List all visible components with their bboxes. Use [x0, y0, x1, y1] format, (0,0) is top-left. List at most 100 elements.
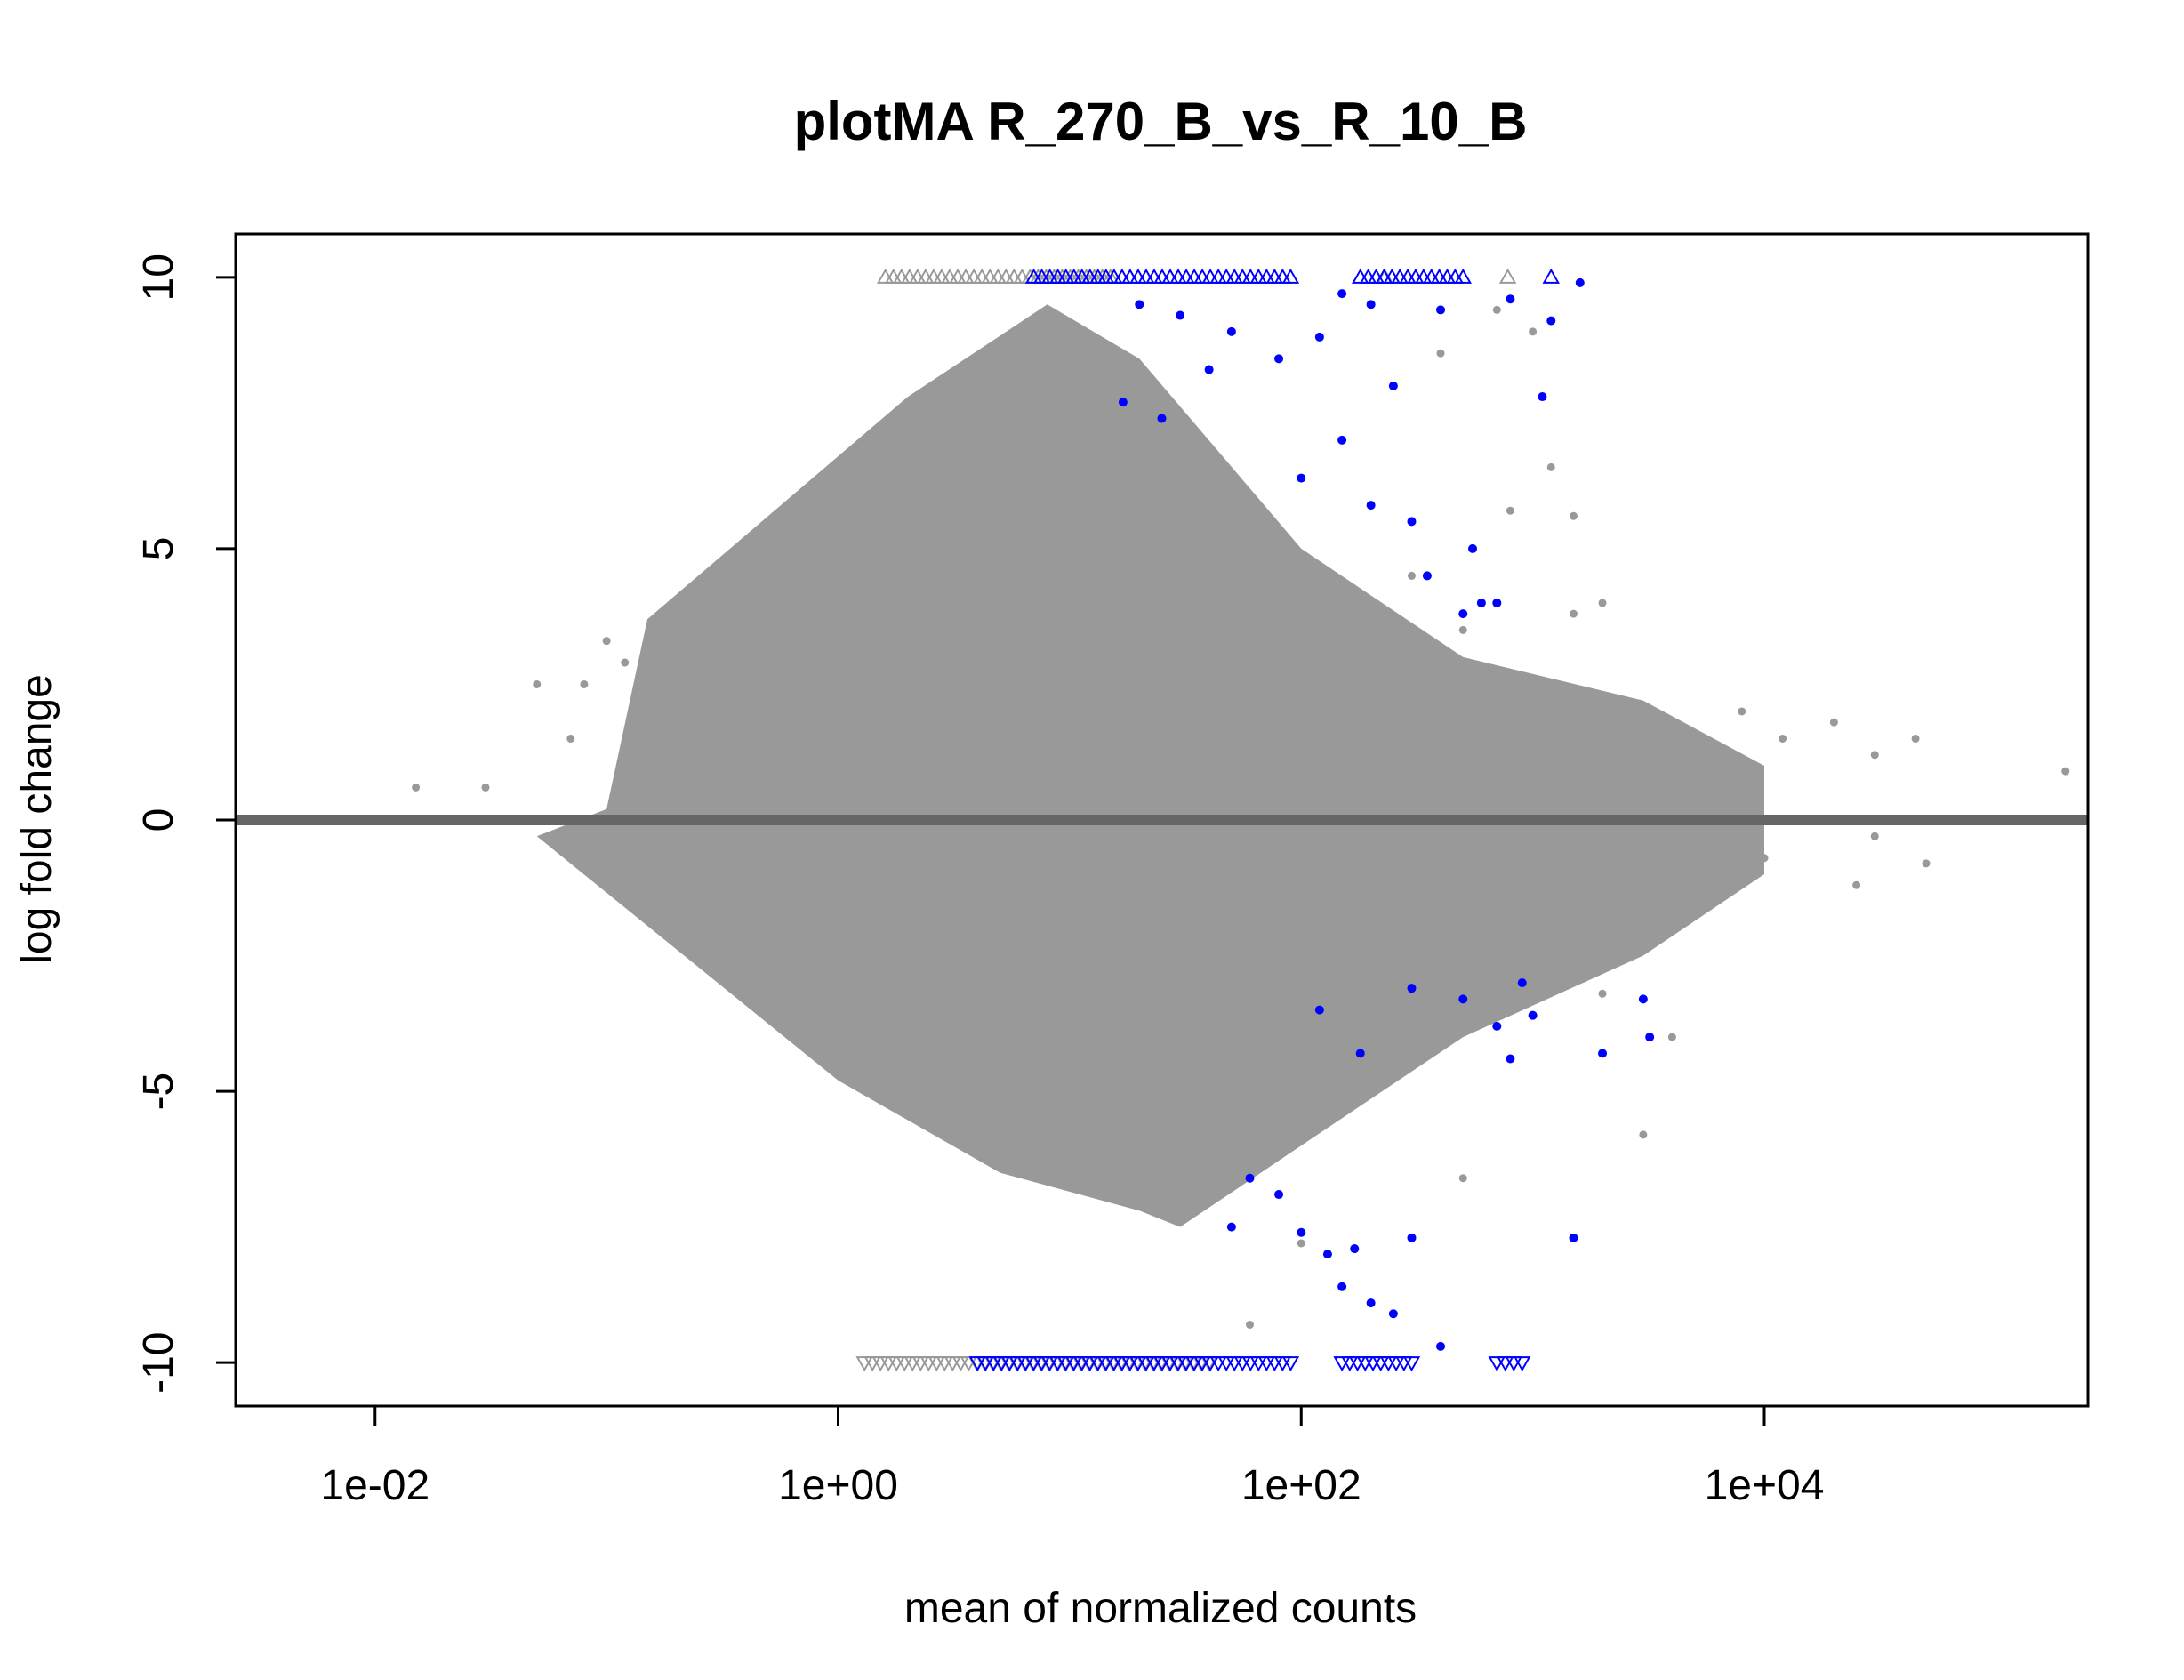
grey-point	[602, 637, 611, 646]
grey-point	[1922, 859, 1931, 868]
plot-area	[236, 268, 2088, 1372]
significant-point	[1388, 1309, 1398, 1319]
grey-point	[1598, 989, 1607, 998]
significant-point	[1274, 354, 1284, 364]
y-axis-label: log fold change	[13, 674, 60, 964]
grey-points	[412, 305, 2070, 1329]
grey-point	[1367, 1087, 1376, 1096]
significant-point	[1407, 517, 1417, 527]
grey-point	[2061, 767, 2070, 776]
y-tick-label: -5	[135, 1073, 182, 1111]
x-tick-label: 1e+02	[1241, 1462, 1361, 1509]
significant-point	[1176, 310, 1185, 320]
significant-point	[1575, 277, 1585, 287]
significant-point	[1528, 1010, 1538, 1020]
significant-point	[1314, 1005, 1324, 1015]
grey-point	[412, 783, 421, 792]
y-tick-label: 0	[135, 808, 182, 832]
grey-point	[1458, 625, 1467, 634]
significant-point	[1492, 1021, 1502, 1031]
significant-point	[1157, 414, 1167, 423]
significant-point	[1458, 994, 1468, 1004]
clipped-markers	[855, 268, 1560, 1372]
clipped-down-marker	[1497, 1356, 1514, 1372]
x-axis-label: mean of normalized counts	[904, 1585, 1417, 1632]
grey-point	[533, 679, 542, 688]
grey-point-cloud	[536, 304, 1764, 1227]
significant-point	[1226, 326, 1236, 336]
significant-point	[1468, 543, 1478, 553]
clipped-down-marker	[1488, 1356, 1506, 1372]
grey-point	[1639, 1130, 1648, 1139]
significant-point	[1638, 994, 1648, 1004]
grey-point	[621, 658, 630, 667]
x-tick-label: 1e-02	[320, 1462, 430, 1509]
significant-point	[1506, 294, 1515, 304]
zero-reference-line	[236, 815, 2088, 825]
significant-point	[1366, 300, 1376, 309]
significant-point	[1355, 1049, 1365, 1058]
significant-point	[1538, 392, 1547, 402]
significant-point	[1422, 571, 1432, 581]
clipped-down-marker	[1281, 1356, 1300, 1372]
significant-point	[1297, 1227, 1306, 1237]
grey-point	[1458, 1174, 1467, 1183]
significant-point	[1476, 598, 1486, 607]
grey-point	[566, 734, 575, 743]
significant-point	[1337, 1282, 1347, 1291]
grey-point	[1569, 609, 1578, 618]
significant-point	[1297, 473, 1306, 483]
significant-point	[1517, 978, 1527, 988]
significant-point	[1245, 1173, 1255, 1183]
x-tick-label: 1e+00	[778, 1462, 898, 1509]
clipped-up-marker	[1542, 268, 1560, 284]
clipped-up-marker	[1498, 268, 1517, 284]
grey-point	[1690, 734, 1699, 743]
significant-point	[1366, 1298, 1376, 1308]
grey-point	[1639, 707, 1648, 716]
grey-point	[1506, 506, 1514, 515]
significant-point	[1118, 398, 1128, 407]
grey-point	[1911, 734, 1920, 743]
grey-point	[1760, 854, 1769, 863]
grey-point	[1245, 1320, 1254, 1329]
grey-point	[1492, 305, 1501, 314]
grey-point	[1779, 734, 1787, 743]
significant-point	[1436, 1341, 1446, 1351]
y-tick-label: 10	[135, 253, 182, 301]
significant-point	[1274, 1190, 1284, 1200]
grey-point	[481, 783, 490, 792]
y-tick-label: 5	[135, 537, 182, 561]
grey-point	[1667, 1033, 1676, 1041]
grey-point	[1407, 571, 1416, 580]
grey-point	[580, 679, 589, 688]
clipped-up-marker	[1281, 268, 1300, 284]
significant-point	[1388, 381, 1398, 390]
significant-point	[1436, 305, 1446, 315]
grey-point	[1738, 707, 1746, 716]
grey-point	[1870, 751, 1879, 760]
significant-point	[1598, 1049, 1608, 1058]
grey-point	[1297, 1239, 1305, 1248]
grey-point	[1690, 880, 1699, 889]
significant-point	[1204, 365, 1214, 374]
significant-point	[1350, 1244, 1360, 1254]
significant-point	[1135, 300, 1144, 309]
significant-point	[1314, 332, 1324, 342]
grey-point	[1569, 511, 1578, 520]
grey-point	[1598, 599, 1607, 607]
significant-point	[1407, 984, 1417, 993]
significant-point	[1645, 1033, 1655, 1042]
significant-point	[1458, 609, 1468, 619]
significant-point	[1322, 1250, 1332, 1259]
y-axis: -10 -5 0 5 10	[135, 253, 237, 1394]
grey-point	[1870, 832, 1879, 840]
grey-point	[1852, 880, 1861, 889]
clipped-down-marker	[1402, 1356, 1421, 1372]
grey-point	[1829, 718, 1838, 727]
grey-point	[1529, 327, 1538, 336]
significant-point	[1546, 316, 1556, 326]
significant-point	[1506, 1054, 1515, 1064]
clipped-down-marker	[1513, 1356, 1531, 1372]
